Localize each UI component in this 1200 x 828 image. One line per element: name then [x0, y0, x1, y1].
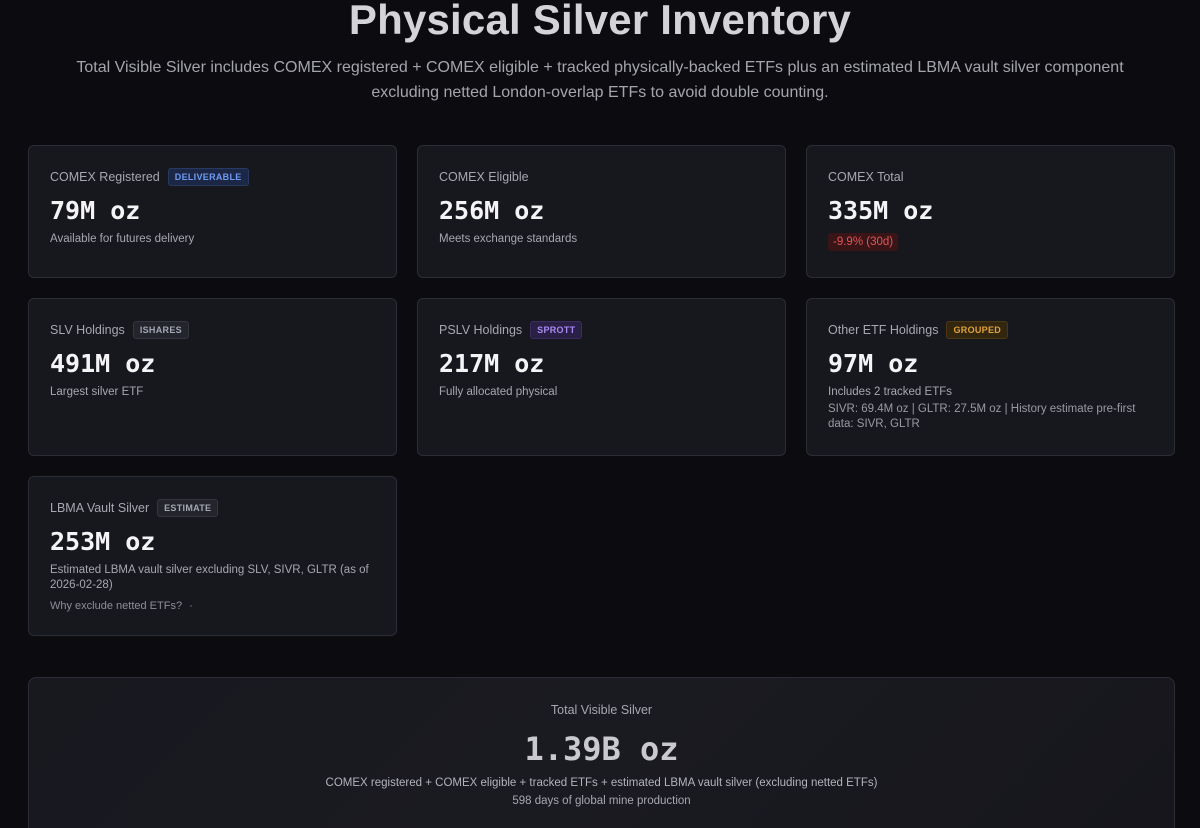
deliverable-badge: DELIVERABLE: [167, 168, 249, 186]
sprott-badge: SPROTT: [530, 321, 583, 339]
card-value: 97M oz: [828, 349, 919, 378]
card-value: 253M oz: [50, 527, 156, 556]
etf-breakdown-note: SIVR: 69.4M oz | GLTR: 27.5M oz | Histor…: [828, 403, 1136, 430]
card-label: COMEX Total: [828, 170, 904, 184]
pslv-holdings-card: PSLV Holdings SPROTT 217M oz Fully alloc…: [417, 298, 786, 456]
card-description: Largest silver ETF: [50, 386, 144, 398]
comex-registered-card: COMEX Registered DELIVERABLE 79M oz Avai…: [28, 145, 397, 278]
card-description: Includes 2 tracked ETFs: [828, 386, 952, 398]
estimate-badge: ESTIMATE: [157, 499, 219, 517]
ishares-badge: ISHARES: [132, 321, 189, 339]
card-value: 491M oz: [50, 349, 156, 378]
why-exclude-netted-etfs-toggle[interactable]: Why exclude netted ETFs? ·: [50, 599, 375, 614]
card-label: COMEX Registered: [50, 170, 160, 184]
page-subtitle: Total Visible Silver includes COMEX regi…: [76, 59, 1124, 101]
other-etf-holdings-card: Other ETF Holdings GROUPED 97M oz Includ…: [806, 298, 1175, 456]
card-label: Other ETF Holdings: [828, 323, 939, 337]
grouped-badge: GROUPED: [946, 321, 1009, 339]
toggle-marker-icon: ·: [189, 600, 193, 612]
total-label: Total Visible Silver: [550, 703, 653, 717]
toggle-label: Why exclude netted ETFs?: [50, 600, 183, 612]
card-description: Available for futures delivery: [50, 233, 195, 245]
change-30d-badge: -9.9% (30d): [828, 233, 899, 251]
card-value: 217M oz: [439, 349, 545, 378]
comex-eligible-card: COMEX Eligible 256M oz Meets exchange st…: [417, 145, 786, 278]
card-label: COMEX Eligible: [439, 170, 529, 184]
card-value: 256M oz: [439, 196, 545, 225]
card-label: SLV Holdings: [50, 323, 125, 337]
card-label: LBMA Vault Silver: [50, 501, 150, 515]
card-description: Meets exchange standards: [439, 233, 578, 245]
total-value: 1.39B oz: [524, 730, 679, 768]
card-label: PSLV Holdings: [439, 323, 523, 337]
card-value: 79M oz: [50, 196, 141, 225]
lbma-vault-silver-card: LBMA Vault Silver ESTIMATE 253M oz Estim…: [28, 476, 397, 636]
slv-holdings-card: SLV Holdings ISHARES 491M oz Largest sil…: [28, 298, 397, 456]
total-visible-silver-card: Total Visible Silver 1.39B oz COMEX regi…: [28, 677, 1175, 828]
card-value: 335M oz: [828, 196, 934, 225]
total-description: COMEX registered + COMEX eligible + trac…: [325, 777, 878, 789]
card-description: Fully allocated physical: [439, 386, 558, 398]
page-title: Physical Silver Inventory: [348, 0, 852, 43]
card-description: Estimated LBMA vault silver excluding SL…: [50, 564, 369, 591]
mine-production-days: 598 days of global mine production: [512, 795, 691, 807]
comex-total-card: COMEX Total 335M oz -9.9% (30d): [806, 145, 1175, 278]
